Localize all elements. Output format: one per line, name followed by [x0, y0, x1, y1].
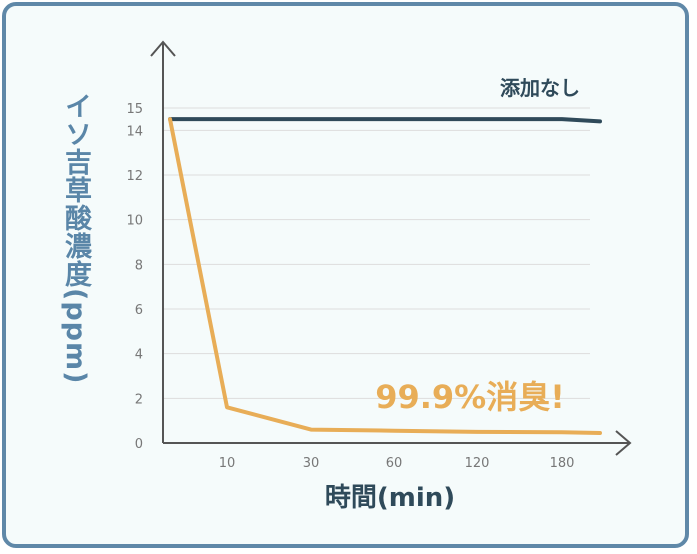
x-tick-labels: 10 30 60 120 180 [219, 456, 575, 471]
series-line-no-additive [168, 117, 602, 124]
y-tick-label: 8 [135, 258, 143, 273]
x-tick-label: 120 [465, 456, 490, 471]
x-axis-arrow [615, 430, 632, 456]
x-tick-label: 60 [386, 456, 403, 471]
y-tick-label: 4 [135, 348, 143, 363]
series-line-with-additive [168, 117, 602, 435]
y-tick-label: 12 [126, 169, 143, 184]
y-tick-label: 10 [126, 214, 143, 229]
y-tick-label: 15 [126, 102, 143, 117]
y-axis-title: イソ吉草酸濃度(ppm) [60, 92, 91, 385]
y-tick-label: 2 [135, 392, 143, 407]
y-tick-label: 6 [135, 303, 143, 318]
legend-label-no-additive: 添加なし [500, 76, 580, 100]
y-tick-label: 0 [135, 437, 143, 452]
x-tick-label: 180 [550, 456, 575, 471]
y-tick-label: 14 [126, 124, 143, 139]
x-axis-title: 時間(min) [325, 483, 455, 513]
x-tick-label: 10 [219, 456, 236, 471]
series-lines [168, 117, 602, 435]
y-tick-labels: 0 2 4 6 8 10 12 14 15 [126, 102, 143, 452]
x-tick-label: 30 [303, 456, 320, 471]
grid-lines [163, 107, 590, 399]
chart-card [2, 2, 689, 548]
annotation-deodorize: 99.9%消臭! [375, 378, 565, 416]
y-axis-arrow [150, 40, 176, 57]
